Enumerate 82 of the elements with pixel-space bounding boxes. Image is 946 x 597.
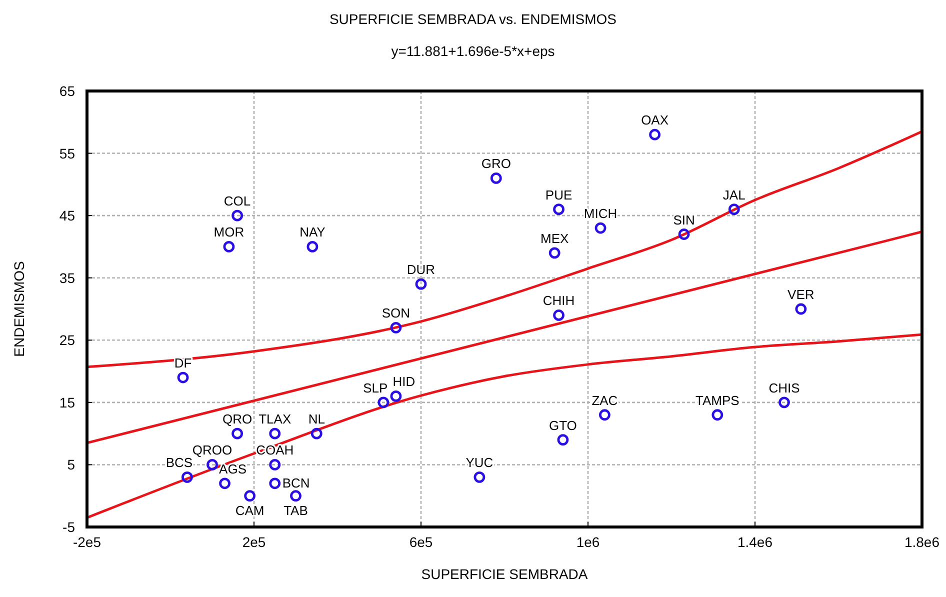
y-tick-label: 15 [59,394,76,410]
point [182,471,193,483]
annotation: MEX [540,230,570,246]
point [306,241,318,252]
x-axis-title: SUPERFICIE SEMBRADA [421,566,588,582]
x-tick-label: 1.4e6 [737,534,773,550]
annotation: TAMPS [696,392,740,408]
point [548,247,560,259]
y-tick-label: 55 [59,145,76,162]
x-tick-label: 1e6 [576,534,600,550]
annotation: SLP [363,380,388,396]
point [553,310,564,321]
point [490,172,502,184]
annotation: TLAX [258,412,292,427]
annotation: CAM [235,502,264,518]
point [553,204,564,216]
line-series [87,130,922,368]
annotation: QRO [222,412,252,427]
annotation: NAY [300,224,326,240]
chart-subtitle: y=11.881+1.696e-5*x+eps [391,43,555,59]
point [474,471,486,483]
point [232,210,243,222]
y-tick-label: 35 [59,270,76,286]
point [712,409,724,421]
annotation: SIN [673,212,695,228]
point [649,128,660,140]
point [206,459,218,470]
annotation: SON [382,306,410,321]
annotation: CHIS [768,380,800,396]
x-tick-label: 2e5 [242,534,266,550]
point [310,428,322,440]
x-tick-label: 1.8e6 [904,534,940,550]
point [232,428,243,440]
annotation: OAX [641,112,669,128]
point [290,490,302,502]
point [219,478,230,490]
point [728,204,740,216]
annotation: CHIH [542,293,575,308]
annotation: COL [224,194,251,209]
point [557,434,569,446]
annotation: MOR [214,224,244,240]
annotation: ZAC [592,392,618,408]
annotation: YUC [466,455,494,470]
point [778,396,790,408]
annotation: JAL [722,187,746,202]
point [244,490,256,502]
point [223,241,235,252]
y-tick-label: 45 [59,208,76,224]
annotation: VER [788,287,814,302]
y-tick-label: 25 [59,332,76,348]
y-tick-label: 65 [59,83,76,99]
annotation: NL [308,412,325,427]
point [269,459,281,470]
annotation: AGS [219,461,247,476]
point [594,222,606,234]
y-axis-title: ENDEMISMOS [11,261,27,357]
point [795,303,807,315]
point [269,478,281,490]
point [678,228,690,240]
point [390,322,402,334]
annotation: HID [392,374,416,390]
y-tick-label: -5 [62,519,76,535]
chart-title: SUPERFICIE SEMBRADA vs. ENDEMISMOS [329,11,617,27]
x-tick-label: -2e5 [72,534,102,550]
y-tick-label: 5 [67,456,76,473]
point [599,409,610,421]
annotation: GRO [481,156,511,172]
annotation: BCN [282,475,310,490]
annotation: MICH [584,206,618,222]
point [269,428,281,440]
annotation: GTO [548,418,577,433]
point [177,372,189,384]
point [415,278,427,290]
annotation: PUE [545,187,572,202]
annotation: DUR [406,262,436,278]
point [390,390,402,402]
annotation: TAB [284,502,308,518]
line-series [87,333,922,519]
x-tick-label: 6e5 [409,534,433,550]
annotation: QROO [192,442,232,458]
annotation: BCS [166,455,193,470]
point [378,396,390,408]
